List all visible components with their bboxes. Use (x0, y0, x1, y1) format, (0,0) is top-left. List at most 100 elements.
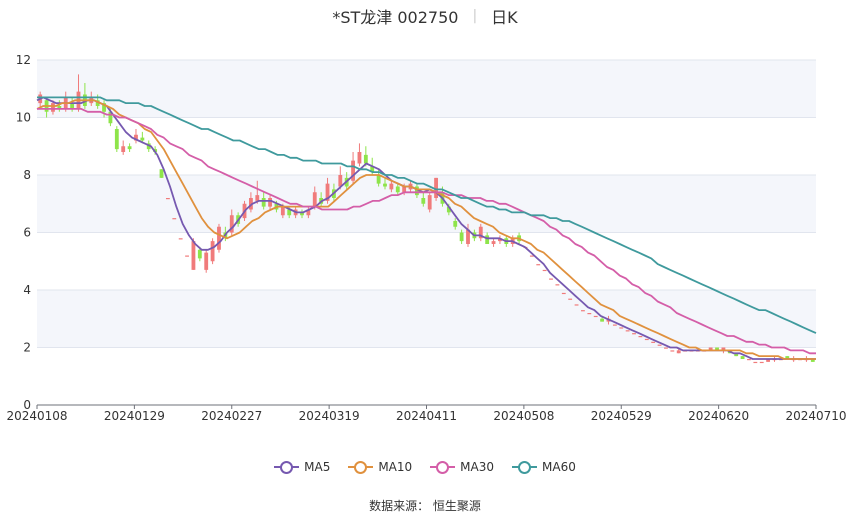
x-tick-label: 20240129 (104, 409, 165, 423)
y-tick-label: 6 (23, 226, 31, 240)
candle-body (357, 152, 362, 164)
legend: MA5 MA10 MA30 MA60 (0, 457, 850, 477)
y-tick-label: 4 (23, 283, 31, 297)
legend-item-ma30[interactable]: MA30 (430, 460, 494, 474)
candle-body (600, 318, 605, 322)
candle-body (664, 347, 668, 349)
legend-item-ma60[interactable]: MA60 (512, 460, 576, 474)
candle-body (632, 333, 636, 335)
candle-body (363, 154, 368, 164)
candle-body (670, 350, 675, 352)
candle-body (427, 195, 432, 210)
candle-body (734, 353, 739, 357)
candle-body (740, 356, 745, 359)
x-tick-label: 20240319 (299, 409, 360, 423)
candle-body (593, 315, 598, 318)
x-tick-label: 20240411 (396, 409, 457, 423)
candle-body (165, 198, 170, 200)
candle-body (415, 186, 419, 196)
legend-marker (280, 461, 294, 474)
candle-body (529, 255, 534, 257)
candle-body (95, 100, 100, 106)
y-tick-label: 12 (16, 53, 31, 67)
legend-marker (518, 461, 532, 474)
candle-body (70, 103, 75, 109)
candle-body (210, 241, 215, 262)
candle-body (542, 269, 547, 272)
data-source: 数据来源： 恒生聚源 (0, 497, 850, 514)
legend-marker (436, 461, 450, 474)
x-tick-label: 20240710 (785, 409, 846, 423)
candle-body (108, 111, 113, 124)
candle-body (268, 198, 272, 207)
candle-body (395, 186, 400, 193)
candle-body (676, 350, 681, 354)
candle-body (619, 327, 624, 329)
chart-title: *ST龙津 002750 | 日K (0, 4, 850, 28)
candle-body (421, 198, 426, 204)
legend-item-ma5[interactable]: MA5 (274, 460, 330, 474)
x-tick-label: 20240529 (591, 409, 652, 423)
candle-body (549, 278, 553, 280)
candle-body (300, 212, 304, 216)
candle-body (325, 183, 330, 201)
legend-swatch (512, 460, 538, 474)
candle-body (248, 198, 253, 210)
x-tick-label: 20240227 (201, 409, 262, 423)
candle-body (159, 169, 164, 178)
legend-item-ma10[interactable]: MA10 (348, 460, 412, 474)
candle-body (708, 347, 713, 351)
candle-body (102, 103, 106, 112)
candle-body (383, 183, 387, 187)
source-name: 恒生聚源 (432, 499, 481, 513)
y-tick-label: 8 (23, 168, 31, 182)
candle-body (561, 292, 566, 295)
candle-body (568, 298, 573, 300)
candle-body (312, 192, 317, 207)
stock-name: *ST龙津 002750 (332, 8, 459, 27)
candle-body (644, 338, 649, 341)
legend-swatch (274, 460, 300, 474)
candle-body (204, 252, 209, 270)
candle-body (491, 241, 496, 244)
candle-body (134, 134, 138, 141)
candle-body (185, 255, 189, 257)
candle-body (587, 313, 592, 315)
ma-line-ma5 (36, 96, 816, 360)
candle-body (759, 361, 764, 364)
candle-body (402, 186, 407, 193)
x-tick-label: 20240108 (6, 409, 67, 423)
candle-body (498, 238, 502, 242)
candle-body (810, 359, 815, 362)
candle-body (306, 209, 311, 216)
candle-body (197, 249, 202, 259)
candle-body (466, 229, 470, 244)
candle-body (612, 324, 617, 326)
candle-body (191, 241, 196, 270)
candle-body (715, 347, 719, 351)
legend-label: MA30 (460, 460, 495, 474)
legend-swatch (348, 460, 374, 474)
candle-body (121, 146, 126, 152)
candle-body (638, 336, 643, 338)
candle-body (753, 361, 758, 364)
grid-band (37, 290, 816, 348)
candle-body (172, 218, 177, 220)
candle-body (389, 183, 394, 190)
candle-body (140, 137, 145, 141)
candle-body (574, 304, 579, 306)
ma-line-ma60 (37, 96, 817, 334)
candle-body (555, 284, 560, 286)
candle-body (114, 129, 119, 150)
x-tick-label: 20240508 (493, 409, 554, 423)
source-label: 数据来源： (369, 499, 430, 513)
title-separator: | (472, 8, 478, 24)
legend-label: MA5 (304, 460, 331, 474)
candle-body (453, 221, 458, 227)
candle-body (747, 359, 751, 361)
candle-body (178, 238, 183, 240)
candle-body (229, 215, 234, 233)
candle-body (721, 347, 726, 351)
candle-body (51, 103, 55, 112)
grid-band (37, 175, 816, 233)
